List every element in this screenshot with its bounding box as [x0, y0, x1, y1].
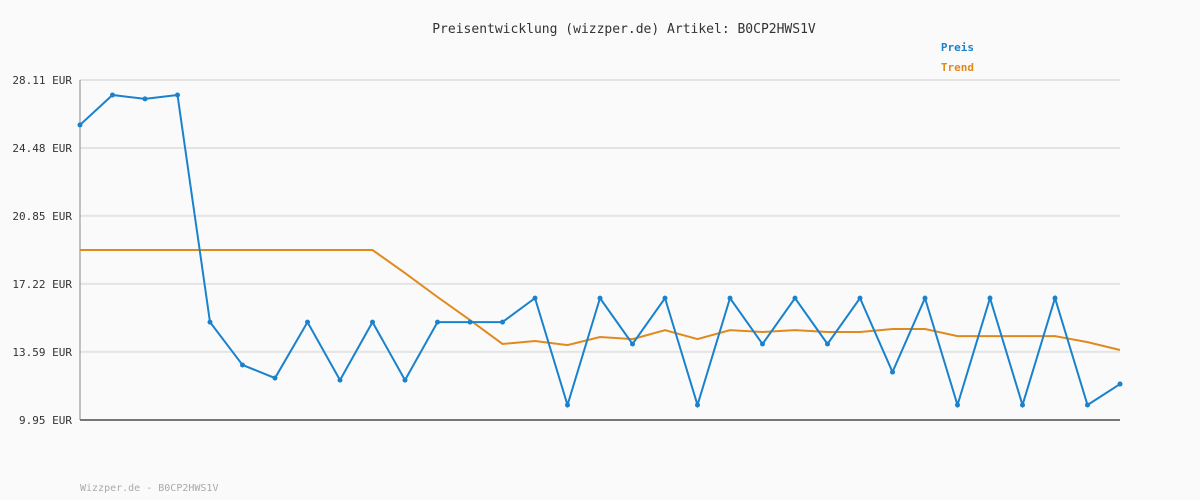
y-tick-label: 13.59 EUR [12, 346, 72, 359]
data-point [630, 341, 635, 347]
data-point [955, 402, 960, 408]
data-point [825, 341, 830, 347]
data-point [922, 295, 928, 301]
data-point [662, 295, 668, 301]
chart-title: Preisentwicklung (wizzper.de) Artikel: B… [432, 22, 816, 37]
y-tick-label: 28.11 EUR [12, 74, 72, 87]
data-point [565, 402, 570, 408]
data-point [500, 319, 505, 325]
data-point [597, 295, 603, 301]
data-point [110, 92, 115, 98]
data-point [532, 295, 538, 301]
data-point [890, 369, 895, 375]
data-point [240, 362, 245, 368]
data-point [1020, 402, 1025, 408]
data-point [175, 92, 180, 98]
data-point [1117, 381, 1123, 387]
data-point [727, 295, 733, 301]
data-point [207, 319, 213, 325]
data-point [1052, 295, 1058, 301]
legend-trend: Trend [941, 61, 974, 74]
y-tick-label: 9.95 EUR [19, 414, 72, 427]
data-point [370, 319, 375, 325]
data-point [1085, 402, 1090, 408]
data-point [987, 295, 993, 301]
data-point [272, 375, 278, 381]
data-point [435, 319, 440, 325]
data-point [760, 341, 765, 347]
data-point [142, 96, 148, 102]
data-point [792, 295, 798, 301]
y-tick-label: 24.48 EUR [12, 142, 72, 155]
data-point [857, 295, 863, 301]
data-point [77, 122, 83, 128]
series-line-trend [80, 249, 1121, 351]
data-point [695, 402, 700, 408]
data-point [337, 377, 343, 383]
data-point [467, 319, 473, 325]
data-point [402, 377, 408, 383]
y-tick-label: 20.85 EUR [12, 210, 72, 223]
data-point [305, 319, 310, 325]
footer-text: Wizzper.de - B0CP2HWS1V [80, 483, 218, 494]
y-tick-label: 17.22 EUR [12, 278, 72, 291]
legend-preis: Preis [941, 41, 974, 54]
